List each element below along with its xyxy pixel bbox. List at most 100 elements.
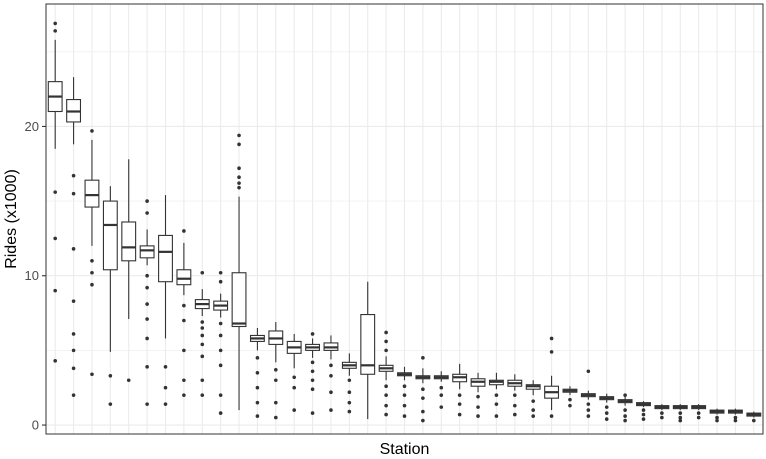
outlier-point <box>439 393 444 397</box>
outlier-point <box>200 270 205 275</box>
outlier-point <box>182 393 186 397</box>
outlier-point <box>200 342 205 347</box>
outlier-point <box>678 415 683 420</box>
outlier-point <box>549 336 554 341</box>
outlier-point <box>218 411 223 415</box>
outlier-point <box>108 373 113 378</box>
outlier-point <box>623 418 627 423</box>
box-iqr <box>102 200 118 271</box>
box-station-23 <box>452 363 468 417</box>
outlier-point <box>200 393 205 397</box>
box-iqr <box>176 269 192 286</box>
outlier-point <box>145 317 149 321</box>
box-station-31 <box>599 393 615 421</box>
outlier-point <box>733 415 738 420</box>
outlier-point <box>329 390 333 394</box>
outlier-point <box>421 356 425 360</box>
outlier-point <box>255 356 260 360</box>
outlier-point <box>292 408 296 412</box>
outlier-point <box>494 414 499 418</box>
outlier-point <box>53 236 57 241</box>
box-iqr <box>360 314 376 375</box>
outlier-point <box>200 320 205 324</box>
outlier-point <box>696 415 701 420</box>
outlier-point <box>145 402 149 406</box>
outlier-point <box>513 412 517 417</box>
outlier-point <box>237 133 241 138</box>
outlier-point <box>237 166 241 171</box>
outlier-point <box>71 173 76 178</box>
outlier-point <box>71 366 76 371</box>
outlier-point <box>71 299 76 303</box>
outlier-point <box>660 415 664 420</box>
outlier-point <box>90 259 94 263</box>
outlier-point <box>604 417 609 421</box>
box-station-35 <box>672 404 688 423</box>
outlier-point <box>696 411 701 415</box>
outlier-point <box>604 405 609 409</box>
outlier-point <box>549 414 554 418</box>
outlier-point <box>715 418 719 423</box>
outlier-point <box>513 393 517 397</box>
box-station-5 <box>121 159 137 383</box>
outlier-point <box>90 270 94 275</box>
outlier-point <box>218 270 223 275</box>
outlier-point <box>218 363 223 368</box>
outlier-point <box>145 273 149 278</box>
outlier-point <box>457 393 462 397</box>
y-axis-title: Rides (x1000) <box>3 169 20 269</box>
outlier-point <box>90 282 94 287</box>
box-station-27 <box>525 380 541 418</box>
outlier-point <box>255 370 260 375</box>
outlier-point <box>586 414 591 418</box>
outlier-point <box>384 339 388 344</box>
outlier-point <box>145 199 149 203</box>
outlier-point <box>218 348 223 353</box>
box-station-16 <box>323 335 339 412</box>
outlier-point <box>310 411 315 415</box>
outlier-point <box>182 229 186 233</box>
outlier-point <box>145 302 149 306</box>
outlier-point <box>53 190 57 194</box>
outlier-point <box>200 333 205 338</box>
outlier-point <box>53 359 57 363</box>
y-tick-label: 10 <box>25 268 39 283</box>
box-station-14 <box>286 333 302 412</box>
outlier-point <box>439 385 444 390</box>
outlier-point <box>568 397 572 402</box>
outlier-point <box>71 393 76 397</box>
outlier-point <box>384 384 388 389</box>
box-station-6 <box>139 199 155 406</box>
boxes <box>47 21 762 423</box>
outlier-point <box>255 414 260 418</box>
outlier-point <box>310 387 315 392</box>
outlier-point <box>71 191 76 196</box>
outlier-point <box>200 378 205 383</box>
outlier-point <box>182 303 186 308</box>
outlier-point <box>182 348 186 353</box>
box-station-32 <box>617 393 633 423</box>
outlier-point <box>384 348 388 353</box>
box-station-36 <box>691 404 707 420</box>
outlier-point <box>329 363 333 368</box>
y-tick-label: 20 <box>25 119 39 134</box>
box-station-11 <box>231 133 247 411</box>
box-station-4 <box>102 186 118 406</box>
box-station-10 <box>213 270 229 415</box>
box-station-1 <box>47 21 63 363</box>
outlier-point <box>384 393 388 397</box>
box-station-34 <box>654 404 670 420</box>
outlier-point <box>421 396 425 400</box>
outlier-point <box>200 326 205 330</box>
box-station-25 <box>488 372 504 418</box>
box-iqr <box>139 245 155 259</box>
box-station-17 <box>341 353 357 414</box>
box-iqr <box>84 179 100 208</box>
box-station-22 <box>433 371 449 409</box>
outlier-point <box>347 390 352 394</box>
outlier-point <box>513 403 517 408</box>
box-station-37 <box>709 408 725 423</box>
outlier-point <box>274 400 278 405</box>
box-station-39 <box>746 411 762 423</box>
outlier-point <box>384 403 388 408</box>
